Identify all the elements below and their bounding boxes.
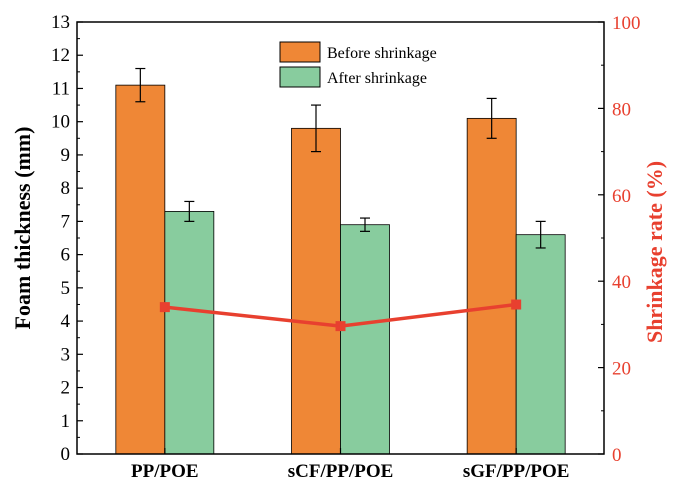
legend-swatch-after xyxy=(279,66,321,88)
bars-layer xyxy=(115,84,566,455)
y2-tick-label: 60 xyxy=(612,186,631,207)
error-bars-layer xyxy=(135,67,546,249)
y-axis-title: Foam thickness (mm) xyxy=(10,127,35,330)
bar-before-1 xyxy=(291,127,341,455)
legend-label-before: Before shrinkage xyxy=(327,45,437,62)
y2-tick-label: 20 xyxy=(612,359,631,380)
y-tick-label: 13 xyxy=(51,12,70,33)
y-tick-label: 8 xyxy=(61,178,71,199)
bar-after-1 xyxy=(340,224,390,455)
y-tick-label: 11 xyxy=(52,78,70,99)
y-tick-label: 9 xyxy=(61,145,71,166)
legend-label-after: After shrinkage xyxy=(327,70,427,87)
bar-before-0 xyxy=(115,84,166,455)
y-tick-label: 5 xyxy=(61,278,71,299)
x-category-label: sCF/PP/POE xyxy=(288,461,394,482)
y-tick-label: 2 xyxy=(61,378,71,399)
y-tick-label: 7 xyxy=(61,211,71,232)
y-tick-label: 1 xyxy=(61,411,71,432)
y2-tick-label: 0 xyxy=(612,445,622,466)
x-category-label: sGF/PP/POE xyxy=(463,461,570,482)
shrinkage-line-layer xyxy=(159,299,522,332)
shrinkage-point-2 xyxy=(511,299,522,310)
y-tick-label: 12 xyxy=(51,45,70,66)
bar-before-2 xyxy=(466,117,517,455)
shrinkage-point-1 xyxy=(335,321,346,332)
y2-tick-label: 40 xyxy=(612,272,631,293)
legend: Before shrinkage After shrinkage xyxy=(279,41,437,88)
legend-swatch-before xyxy=(279,41,321,63)
y-tick-label: 6 xyxy=(61,245,71,266)
bar-after-0 xyxy=(164,211,215,455)
y-tick-label: 3 xyxy=(61,344,71,365)
y2-axis-title: Shrinkage rate (%) xyxy=(642,161,667,343)
y-tick-label: 4 xyxy=(61,311,71,332)
y-tick-label: 10 xyxy=(51,112,70,133)
y-tick-label: 0 xyxy=(61,444,71,465)
y2-tick-label: 80 xyxy=(612,99,631,120)
bar-after-2 xyxy=(515,234,566,455)
shrinkage-point-0 xyxy=(159,302,170,313)
y2-tick-label: 100 xyxy=(612,13,641,34)
x-category-label: PP/POE xyxy=(131,461,199,482)
